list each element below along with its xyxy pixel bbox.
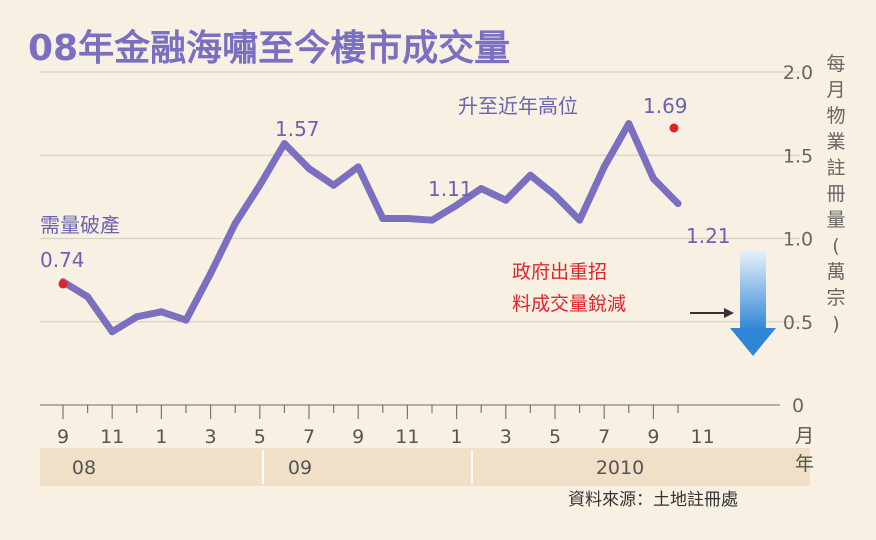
data-point	[551, 191, 559, 199]
x-month-label: 7	[303, 426, 315, 448]
data-point	[182, 316, 190, 324]
x-month-label: 11	[395, 426, 419, 448]
y-label-char: 萬	[826, 261, 845, 283]
y-tick-labels: 0 0.5 1.0 1.5 2.0	[783, 62, 813, 417]
x-month-label: 5	[549, 426, 561, 448]
data-point	[477, 185, 485, 193]
high-value-label: 1.69	[643, 94, 688, 118]
start-value-label: 0.74	[40, 248, 85, 272]
y-label-char: 月	[826, 79, 845, 101]
x-year-label: 2010	[596, 457, 644, 479]
x-month-label: 3	[500, 426, 512, 448]
data-point	[157, 308, 165, 316]
y-label-char: 註	[826, 157, 845, 179]
mid-value-label: 1.11	[428, 177, 473, 201]
x-month-label: 5	[254, 426, 266, 448]
x-year-labels: 08 09 2010	[72, 457, 644, 479]
data-point	[526, 171, 534, 179]
series-line	[59, 120, 682, 336]
data-point	[330, 181, 338, 189]
down-arrow-icon	[730, 250, 776, 356]
data-point	[403, 215, 411, 223]
x-unit-month: 月	[795, 425, 814, 447]
peak-dot	[669, 123, 679, 133]
chart-title: 08年金融海嘯至今樓市成交量	[28, 27, 510, 69]
x-month-label: 11	[100, 426, 124, 448]
y-label-char: 每	[826, 53, 845, 75]
y-tick-label: 1.5	[783, 145, 813, 167]
x-month-label: 1	[451, 426, 463, 448]
x-month-labels: 9 11 1 3 5 7 9 11 1 3 5 7 9 11	[57, 426, 715, 448]
peak09-value-label: 1.57	[275, 117, 320, 141]
data-point	[280, 140, 288, 148]
data-point	[108, 328, 116, 336]
x-month-label: 11	[691, 426, 715, 448]
y-label-char: )	[832, 313, 839, 335]
y-label-char: 宗	[826, 287, 845, 309]
data-point	[207, 269, 215, 277]
x-month-label: 9	[647, 426, 659, 448]
x-month-label: 9	[352, 426, 364, 448]
y-tick-label: 0.5	[783, 312, 813, 334]
x-unit-year: 年	[795, 453, 814, 475]
y-label-char: 冊	[826, 183, 845, 205]
low-label: 需量破產	[40, 213, 120, 237]
x-month-label: 9	[57, 426, 69, 448]
x-ticks	[62, 405, 679, 419]
x-month-label: 3	[205, 426, 217, 448]
data-point	[379, 215, 387, 223]
grid-lines	[40, 71, 800, 323]
x-month-label: 7	[598, 426, 610, 448]
y-label-char: (	[832, 235, 839, 257]
data-point	[84, 293, 92, 301]
data-point	[305, 165, 313, 173]
data-point	[674, 200, 682, 208]
data-point	[649, 175, 657, 183]
x-year-label: 09	[288, 457, 312, 479]
data-point	[133, 313, 141, 321]
data-point	[502, 196, 510, 204]
year-band	[40, 448, 810, 486]
data-point	[256, 181, 264, 189]
x-month-label: 1	[155, 426, 167, 448]
y-tick-label: 1.0	[783, 229, 813, 251]
data-point	[428, 216, 436, 224]
data-point	[576, 216, 584, 224]
end-value-label: 1.21	[686, 224, 731, 248]
data-points	[59, 120, 682, 336]
y-tick-label: 2.0	[783, 62, 813, 84]
y-label-char: 物	[826, 105, 845, 127]
data-point	[625, 120, 633, 128]
data-point	[453, 201, 461, 209]
data-point	[231, 220, 239, 228]
high-label: 升至近年高位	[458, 94, 578, 118]
source-note: 資料來源：土地註冊處	[568, 490, 738, 510]
gov-note-line1: 政府出重招	[512, 261, 607, 283]
y-label-char: 業	[826, 131, 845, 153]
pointer-arrow-icon	[690, 308, 734, 318]
x-year-label: 08	[72, 457, 96, 479]
data-point	[354, 163, 362, 171]
data-point	[600, 163, 608, 171]
start-dot	[58, 279, 68, 289]
y-label-char: 量	[826, 209, 845, 231]
y-tick-label: 0	[792, 395, 804, 417]
gov-note-line2: 料成交量銳減	[512, 293, 626, 315]
